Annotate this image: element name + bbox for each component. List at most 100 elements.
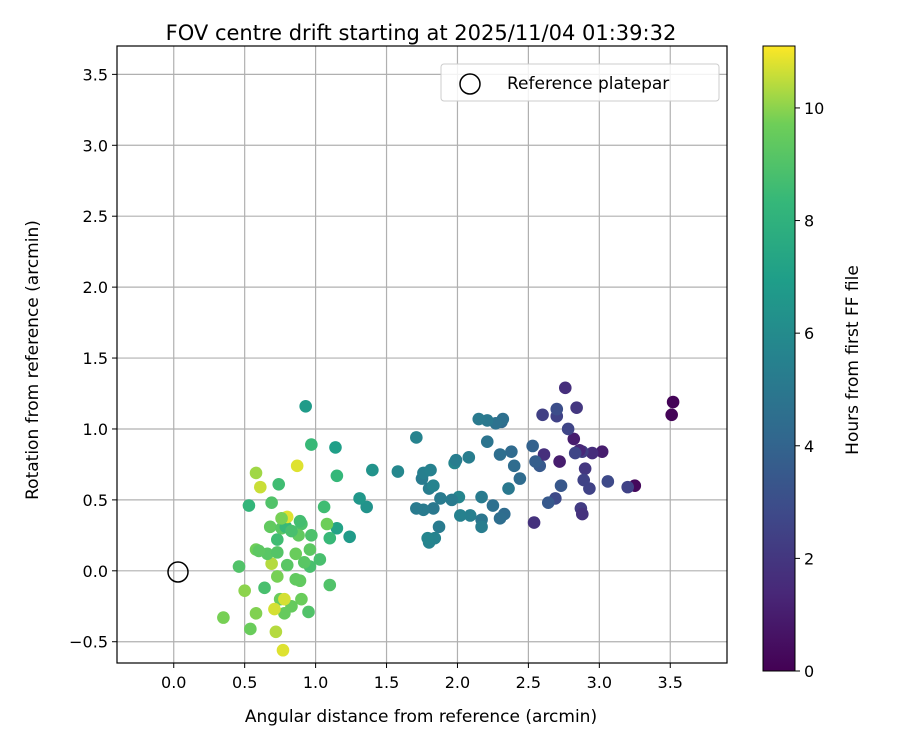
x-tick-label: 1.5 [374,673,399,692]
colorbar-ticks: 0 2 4 6 8 10 [795,99,824,681]
data-point [323,531,337,545]
x-axis-ticks: 0.0 0.5 1.0 1.5 2.0 2.5 3.0 3.5 [161,663,683,692]
x-tick-label: 1.0 [303,673,328,692]
data-point [276,643,290,657]
data-point [541,496,555,510]
data-point [252,544,266,558]
data-point [570,401,583,414]
y-tick-label: 1.5 [83,349,108,368]
data-point [472,412,486,426]
data-point [317,500,331,514]
data-point [232,560,246,573]
data-point [486,499,500,512]
data-point [353,492,366,505]
data-point [463,509,477,522]
data-point [330,469,344,483]
data-point [578,462,592,475]
data-point [577,473,591,487]
data-point [462,451,476,464]
data-point [272,477,286,491]
y-tick-label: 2.0 [83,278,108,297]
data-point [568,446,582,460]
data-point [666,395,680,409]
data-point [537,448,551,461]
x-tick-label: 0.5 [232,673,257,692]
reference-platepar-marker [167,561,189,583]
data-point [434,492,447,505]
data-point [289,573,303,586]
x-tick-label: 3.0 [587,673,612,692]
colorbar-tick-label: 8 [804,212,814,231]
data-point [290,459,304,473]
data-point [424,463,437,477]
data-point [601,475,615,488]
data-point [268,602,281,616]
data-point [343,530,356,544]
y-axis-label: Rotation from reference (arcmin) [23,220,43,500]
colorbar-tick-label: 10 [804,99,824,118]
data-point [269,625,283,639]
data-point [278,607,291,620]
data-point [391,465,405,478]
data-point [432,520,446,534]
data-point [330,521,344,535]
colorbar-tick-label: 6 [804,324,814,343]
data-point [493,512,507,525]
data-point [480,435,494,449]
data-point [527,516,541,529]
data-point [449,453,463,467]
data-point [427,479,440,493]
plot-frame [116,45,728,664]
colorbar-tick-label: 0 [804,662,814,681]
data-point [258,581,271,595]
y-tick-label: 0.0 [83,562,108,581]
x-tick-label: 2.0 [445,673,470,692]
data-point [553,455,566,468]
data-point [665,408,678,422]
x-axis-label: Angular distance from reference (arcmin) [245,707,597,727]
data-point [305,438,318,451]
data-point [302,605,315,619]
data-point [513,472,527,485]
x-tick-label: 0.0 [161,673,186,692]
data-point [558,381,572,395]
y-axis-ticks: −0.5 0.0 0.5 1.0 1.5 2.0 2.5 3.0 3.5 [69,65,117,652]
colorbar-gradient [762,45,796,672]
data-point [561,422,575,436]
data-point [505,445,518,458]
data-point [295,592,308,606]
data-point [554,479,568,493]
y-tick-label: 3.0 [83,136,108,155]
data-point [289,547,303,561]
data-point [445,493,459,507]
data-point [585,446,599,460]
data-point [263,520,277,534]
colorbar: 0 2 4 6 8 10 Hours from first FF file [762,45,863,681]
legend-box [440,63,720,102]
legend-entry-label: Reference platepar [507,74,669,94]
data-point [507,459,521,473]
legend-marker [459,73,481,95]
data-point [529,455,542,468]
data-point [271,533,284,546]
data-point [285,524,298,538]
data-point [475,520,488,534]
y-tick-label: −0.5 [69,633,108,652]
x-tick-label: 2.5 [516,673,541,692]
colorbar-tick-label: 2 [804,549,814,568]
data-point [320,517,334,531]
data-point [293,514,307,528]
data-point [421,531,434,545]
data-point [217,611,230,624]
data-point [360,500,373,514]
data-point [329,441,342,454]
data-point [595,445,609,458]
data-points [217,381,680,657]
data-point [493,448,507,461]
data-point [297,555,311,569]
chart-title: FOV centre drift starting at 2025/11/04 … [166,21,677,45]
data-point [410,431,423,444]
data-point [271,546,284,559]
data-point [242,499,256,512]
